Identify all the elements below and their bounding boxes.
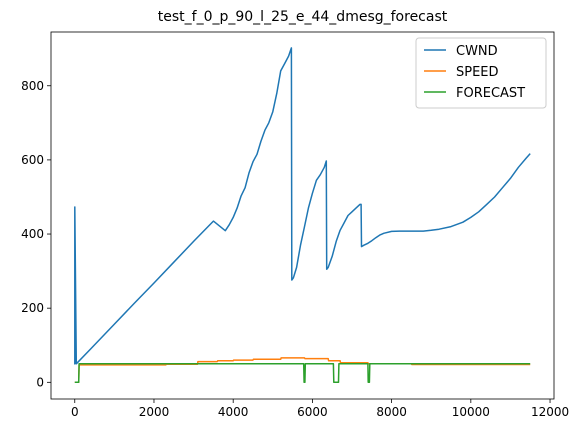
x-tick-label: 10000 xyxy=(452,405,490,419)
axes-frame xyxy=(50,31,555,400)
x-tick-label: 4000 xyxy=(218,405,249,419)
x-tick-label: 0 xyxy=(71,405,79,419)
series-line-speed xyxy=(74,357,531,384)
x-tick-label: 8000 xyxy=(376,405,407,419)
legend-label-cwnd: CWND xyxy=(456,44,498,59)
legend: CWND SPEED FORECAST xyxy=(415,37,547,109)
y-tick-label: 800 xyxy=(21,79,44,93)
y-tick-label: 200 xyxy=(21,301,44,315)
y-tick-label: 0 xyxy=(36,375,44,389)
plot-lines xyxy=(74,47,531,384)
x-tick-label: 6000 xyxy=(297,405,328,419)
series-line-forecast xyxy=(74,363,531,384)
y-tick-label: 600 xyxy=(21,153,44,167)
legend-label-speed: SPEED xyxy=(456,65,499,80)
series-line-cwnd xyxy=(74,47,531,365)
x-tick-label: 12000 xyxy=(531,405,569,419)
legend-box xyxy=(415,37,547,109)
x-tick-label: 2000 xyxy=(139,405,170,419)
plot-area-border xyxy=(50,31,555,400)
y-axis: 0 200 400 600 800 xyxy=(21,79,51,389)
y-tick-label: 400 xyxy=(21,227,44,241)
x-axis: 0 2000 4000 6000 8000 10000 12000 xyxy=(71,399,569,419)
chart-title: test_f_0_p_90_l_25_e_44_dmesg_forecast xyxy=(158,9,448,25)
legend-label-forecast: FORECAST xyxy=(456,86,525,101)
